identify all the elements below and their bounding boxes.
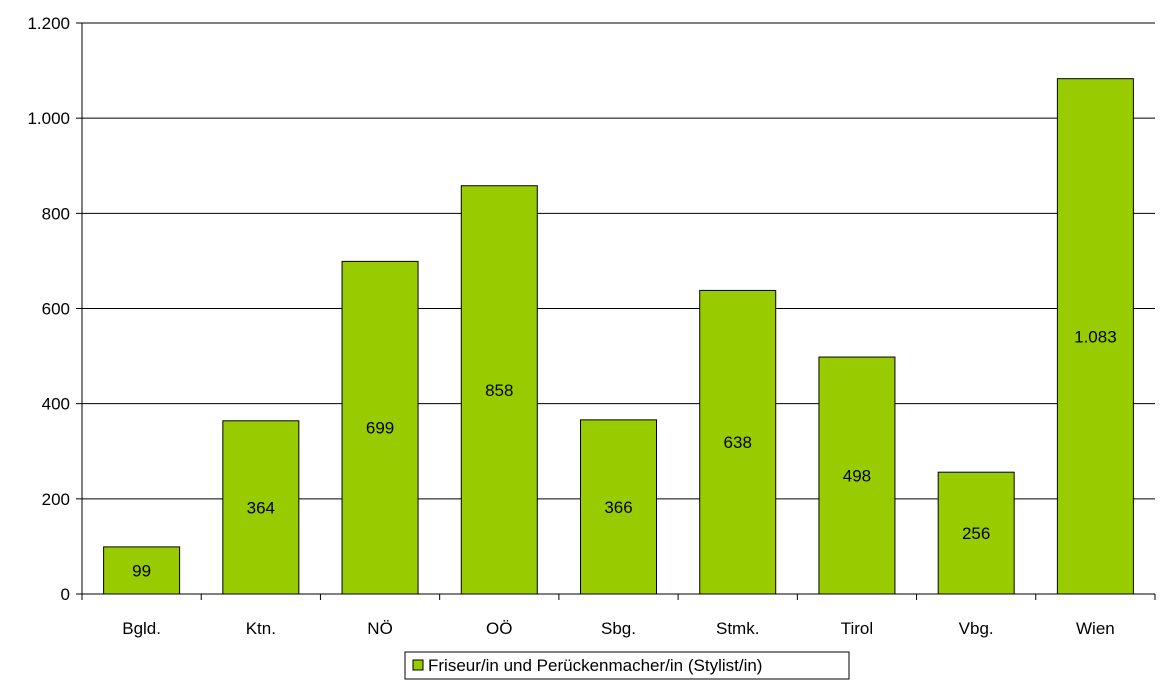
bar [1056, 78, 1134, 595]
bar [103, 546, 181, 595]
x-tick-label: Vbg. [959, 619, 994, 638]
bar [341, 260, 419, 595]
x-tick-label: OÖ [486, 619, 512, 638]
data-label: 498 [843, 467, 871, 486]
data-label: 699 [366, 419, 394, 438]
y-tick-label: 400 [42, 395, 70, 414]
data-label: 366 [604, 498, 632, 517]
y-tick-label: 0 [61, 585, 70, 604]
data-label: 99 [132, 561, 151, 580]
data-label: 1.083 [1074, 327, 1117, 346]
bar [580, 419, 657, 595]
x-tick-label: Sbg. [601, 619, 636, 638]
bar [818, 356, 896, 595]
bar [937, 471, 1015, 595]
legend-label: Friseur/in und Perückenmacher/in (Stylis… [428, 656, 762, 675]
data-label: 638 [724, 433, 752, 452]
data-label: 256 [962, 524, 990, 543]
x-tick-label: Stmk. [716, 619, 759, 638]
legend-swatch [412, 659, 424, 671]
x-tick-label: Tirol [841, 619, 873, 638]
x-tick-label: NÖ [367, 619, 393, 638]
y-tick-label: 200 [42, 490, 70, 509]
data-label: 364 [247, 498, 275, 517]
y-tick-label: 600 [42, 300, 70, 319]
x-tick-label: Wien [1076, 619, 1115, 638]
bars: 99 364 699 858 366 638 498 256 1.083 [103, 78, 1134, 595]
legend: Friseur/in und Perückenmacher/in (Stylis… [404, 651, 850, 680]
y-tick-label: 1.200 [27, 14, 70, 33]
y-tick-label: 1.000 [27, 109, 70, 128]
x-axis: Bgld. Ktn. NÖ OÖ Sbg. Stmk. Tirol Vbg. Wien [81, 23, 1156, 638]
y-axis-ticks: 0 200 400 600 800 1.000 1.200 [27, 14, 82, 604]
x-tick-label: Bgld. [122, 619, 161, 638]
data-label: 858 [485, 381, 513, 400]
y-tick-label: 800 [42, 204, 70, 223]
bar [222, 420, 300, 595]
legend-box [404, 651, 850, 680]
x-tick-label: Ktn. [246, 619, 276, 638]
